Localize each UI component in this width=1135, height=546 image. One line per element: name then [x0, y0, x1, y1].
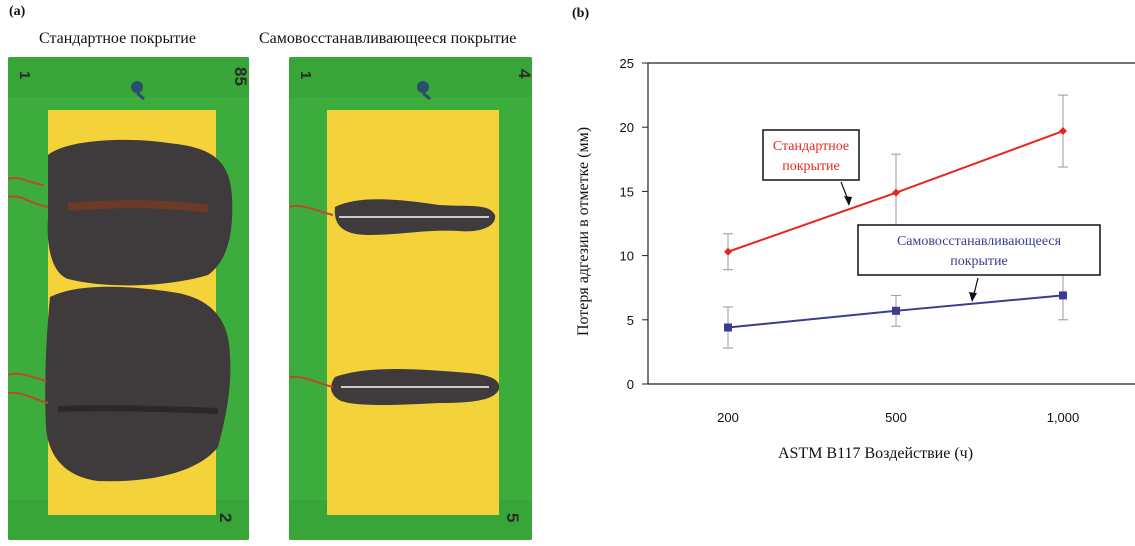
annotation-arrowhead-self-healing — [969, 292, 977, 302]
rust-streaks-top — [289, 205, 334, 216]
x-tick-label: 1,000 — [1047, 410, 1080, 425]
y-tick-label: 25 — [620, 56, 634, 71]
y-axis-title: Потеря адгезии в отметке (мм) — [575, 127, 592, 336]
panel-mark-top-left: 1 — [16, 71, 33, 79]
rust-streaks-bottom — [8, 372, 49, 404]
mounting-hole-tail — [136, 91, 145, 101]
data-point — [892, 188, 900, 197]
panel-mark-top-right: 4 — [515, 69, 532, 79]
y-tick-label: 10 — [620, 249, 634, 264]
scribe-line-top — [67, 200, 209, 213]
panel-top-band — [289, 57, 532, 97]
self-healing-coating-photo: 1 4 5 — [289, 57, 532, 540]
mounting-hole — [131, 81, 143, 93]
data-point — [892, 306, 900, 315]
x-tick-label: 200 — [717, 410, 739, 425]
y-tick-label: 5 — [627, 313, 634, 328]
scribe-line-bottom — [57, 405, 219, 414]
photo-left-caption: Стандартное покрытие — [39, 30, 196, 47]
yellow-test-area — [327, 110, 499, 515]
annotation-box-standard — [762, 129, 860, 181]
annotation-box-self-healing — [857, 224, 1101, 276]
panel-mark-top-left: 1 — [297, 71, 314, 79]
y-tick-label: 0 — [627, 377, 634, 392]
panel-top-band — [8, 57, 249, 97]
panel-mark-top-right: 85 — [231, 67, 249, 86]
annotation-text-self-healing: Самовосстанавливающееся — [897, 234, 1062, 249]
mounting-hole-tail — [422, 91, 431, 101]
y-tick-label: 20 — [620, 120, 634, 135]
annotation-text-standard: Стандартное — [773, 139, 849, 154]
y-tick-label: 15 — [620, 184, 634, 199]
annotation-text-self-healing: покрытие — [950, 254, 1008, 269]
panel-mark-bottom-right: 2 — [216, 513, 235, 522]
panel-b-label: (b) — [572, 6, 590, 21]
adhesion-loss-chart: 0 5 10 15 20 25 200 500 1,000 ASTM B117 Воздейств… — [575, 56, 1135, 462]
x-axis-title: ASTM B117 Воздействие (ч) — [778, 445, 973, 462]
rust-streaks-top — [8, 176, 49, 208]
corrosion-blister-bottom — [45, 286, 231, 482]
panel-mark-bottom-right: 5 — [503, 513, 522, 522]
data-point — [724, 247, 732, 256]
data-point — [1059, 291, 1067, 300]
annotation-arrowhead-standard — [844, 196, 852, 206]
panel-a-label: (a) — [9, 4, 26, 19]
rust-streaks-bottom — [289, 375, 334, 388]
photo-right-caption: Самовосстанавливающееся покрытие — [259, 30, 517, 47]
standard-coating-photo: 1 85 2 — [8, 57, 249, 540]
corrosion-blister-top — [47, 139, 233, 286]
x-tick-label: 500 — [885, 410, 907, 425]
annotation-text-standard: покрытие — [782, 159, 840, 174]
data-point — [724, 323, 732, 332]
mounting-hole — [417, 81, 429, 93]
data-point — [1059, 127, 1067, 136]
